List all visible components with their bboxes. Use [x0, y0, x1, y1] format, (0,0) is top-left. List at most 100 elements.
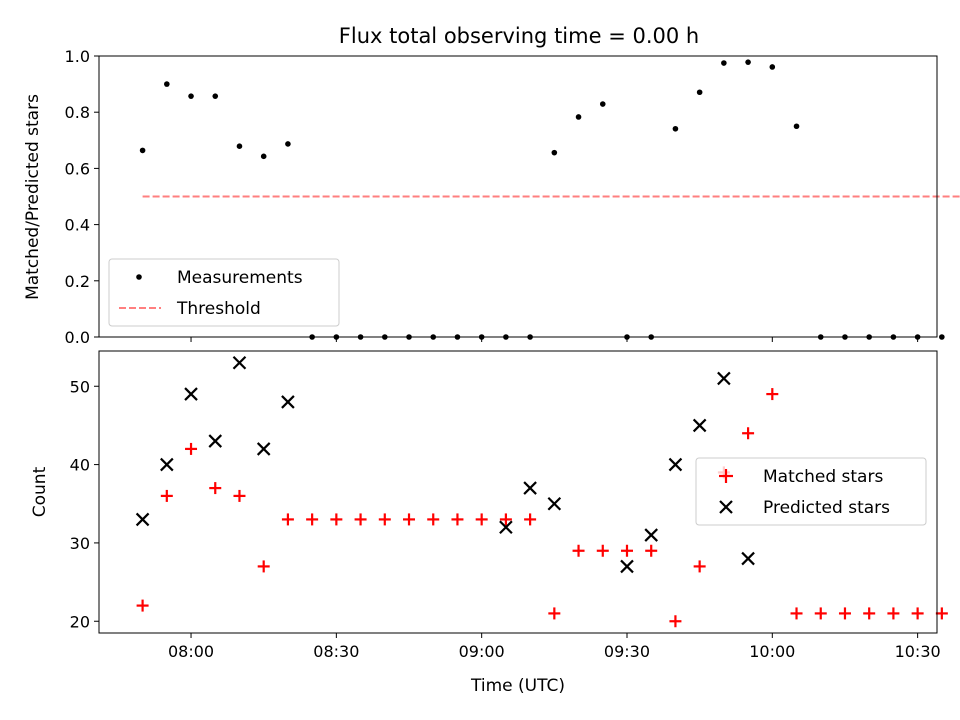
measurement-point [575, 114, 582, 120]
matched-stars-point [233, 489, 246, 502]
matched-stars-point [645, 544, 658, 557]
matched-stars-point [160, 489, 173, 502]
measurement-point [599, 101, 606, 107]
y-tick-label: 0.6 [65, 159, 90, 178]
matched-stars-point [935, 607, 948, 620]
bottom-panel-x-ticks: 08:00 08:30 09:00 09:30 10:00 10:30 [168, 633, 941, 661]
matched-stars-point [330, 513, 343, 526]
measurement-point [696, 89, 703, 96]
y-tick-label: 0.0 [65, 328, 90, 347]
matched-stars-point [136, 599, 149, 612]
predicted-stars-point [135, 512, 150, 527]
y-tick-label: 0.8 [65, 103, 90, 122]
x-tick-label: 08:30 [313, 642, 359, 661]
measurement-point [793, 123, 800, 130]
measurement-point [672, 125, 679, 132]
measurement-point [551, 149, 558, 156]
matched-stars-point [257, 560, 270, 573]
x-tick-label: 10:30 [895, 642, 941, 661]
predicted-stars-point [232, 355, 247, 370]
top-panel-frame [98, 55, 938, 338]
predicted-stars-point [717, 371, 731, 386]
chart-title: Flux total observing time = 0.00 h [339, 24, 699, 48]
measurement-point [212, 93, 219, 99]
measurement-point [769, 64, 776, 70]
matched-stars-point [863, 607, 876, 620]
predicted-stars-point [547, 496, 562, 511]
predicted-stars-point [184, 387, 198, 401]
matched-stars-point [669, 615, 682, 628]
y-tick-label: 1.0 [65, 47, 90, 66]
bottom-panel-legend: Matched stars Predicted stars [695, 457, 927, 526]
x-tick-label: 09:30 [604, 642, 650, 661]
measurement-point [260, 153, 267, 160]
matched-stars-point [306, 513, 319, 526]
measurement-point [745, 59, 751, 65]
legend-predicted-stars-label: Predicted stars [763, 498, 890, 518]
matched-stars-point [185, 442, 198, 455]
matched-stars-point [403, 513, 416, 526]
bottom-panel-y-ticks: 20 30 40 50 [70, 377, 99, 631]
predicted-stars-point [160, 457, 174, 472]
predicted-stars-point [208, 434, 223, 448]
matched-stars-point [620, 544, 633, 557]
measurement-point [188, 93, 194, 99]
top-panel: 0.0 0.2 0.4 0.6 0.8 1.0 Matched/Predicted sta… [23, 47, 960, 347]
legend-measurements-marker [136, 274, 142, 280]
matched-stars-point [524, 513, 537, 526]
matched-stars-point [281, 513, 294, 526]
predicted-stars-point [256, 442, 271, 456]
bottom-panel-y-axis-label: Count [30, 466, 50, 517]
top-panel-x-ticks [190, 337, 919, 342]
measurement-point [939, 334, 945, 340]
predicted-stars-point [281, 395, 295, 409]
measurement-point [285, 141, 291, 147]
x-tick-label: 08:00 [168, 642, 214, 661]
bottom-legend-frame [695, 457, 927, 526]
matched-stars-point [596, 544, 609, 557]
x-tick-label: 09:00 [459, 642, 505, 661]
matched-stars-point [790, 607, 803, 620]
matched-stars-point [814, 607, 827, 620]
legend-predicted-stars-marker [719, 500, 733, 514]
legend-measurements-label: Measurements [177, 268, 303, 288]
measurement-point [139, 147, 146, 154]
matched-stars-point [475, 513, 488, 526]
matched-stars-point [548, 607, 561, 620]
predicted-stars-point [523, 481, 537, 495]
measurement-point [236, 143, 243, 150]
matched-stars-point [354, 513, 367, 526]
bottom-panel-frame [98, 350, 938, 634]
matched-stars-point [209, 482, 222, 495]
predicted-stars-point [499, 520, 513, 535]
predicted-stars-point [741, 551, 755, 566]
matched-stars-point [378, 513, 391, 526]
legend-matched-stars-marker [719, 469, 733, 483]
predicted-stars-point [620, 559, 634, 574]
matched-stars-point [887, 607, 900, 620]
matched-stars-point [451, 513, 464, 526]
top-legend-frame [108, 258, 340, 327]
y-tick-label: 40 [70, 456, 90, 475]
matched-stars-point [499, 513, 512, 526]
predicted-stars-point [692, 418, 707, 433]
matched-stars-point [427, 513, 440, 526]
y-tick-label: 30 [70, 534, 90, 553]
x-tick-label: 10:00 [749, 642, 795, 661]
measurement-point [721, 60, 727, 66]
matched-stars-point [693, 560, 706, 573]
x-axis-label: Time (UTC) [470, 676, 565, 696]
matched-stars-point [572, 544, 585, 557]
predicted-stars-point [644, 528, 658, 542]
y-tick-label: 50 [70, 377, 90, 396]
matched-stars-point [838, 607, 851, 620]
matched-stars-point [742, 427, 755, 440]
y-tick-label: 20 [70, 612, 90, 631]
legend-matched-stars-label: Matched stars [763, 467, 883, 487]
matched-stars-point [766, 388, 779, 401]
y-tick-label: 0.4 [65, 216, 90, 235]
predicted-stars-point [668, 457, 683, 472]
measurement-point [164, 81, 170, 87]
top-panel-legend: Measurements Threshold [108, 258, 340, 327]
